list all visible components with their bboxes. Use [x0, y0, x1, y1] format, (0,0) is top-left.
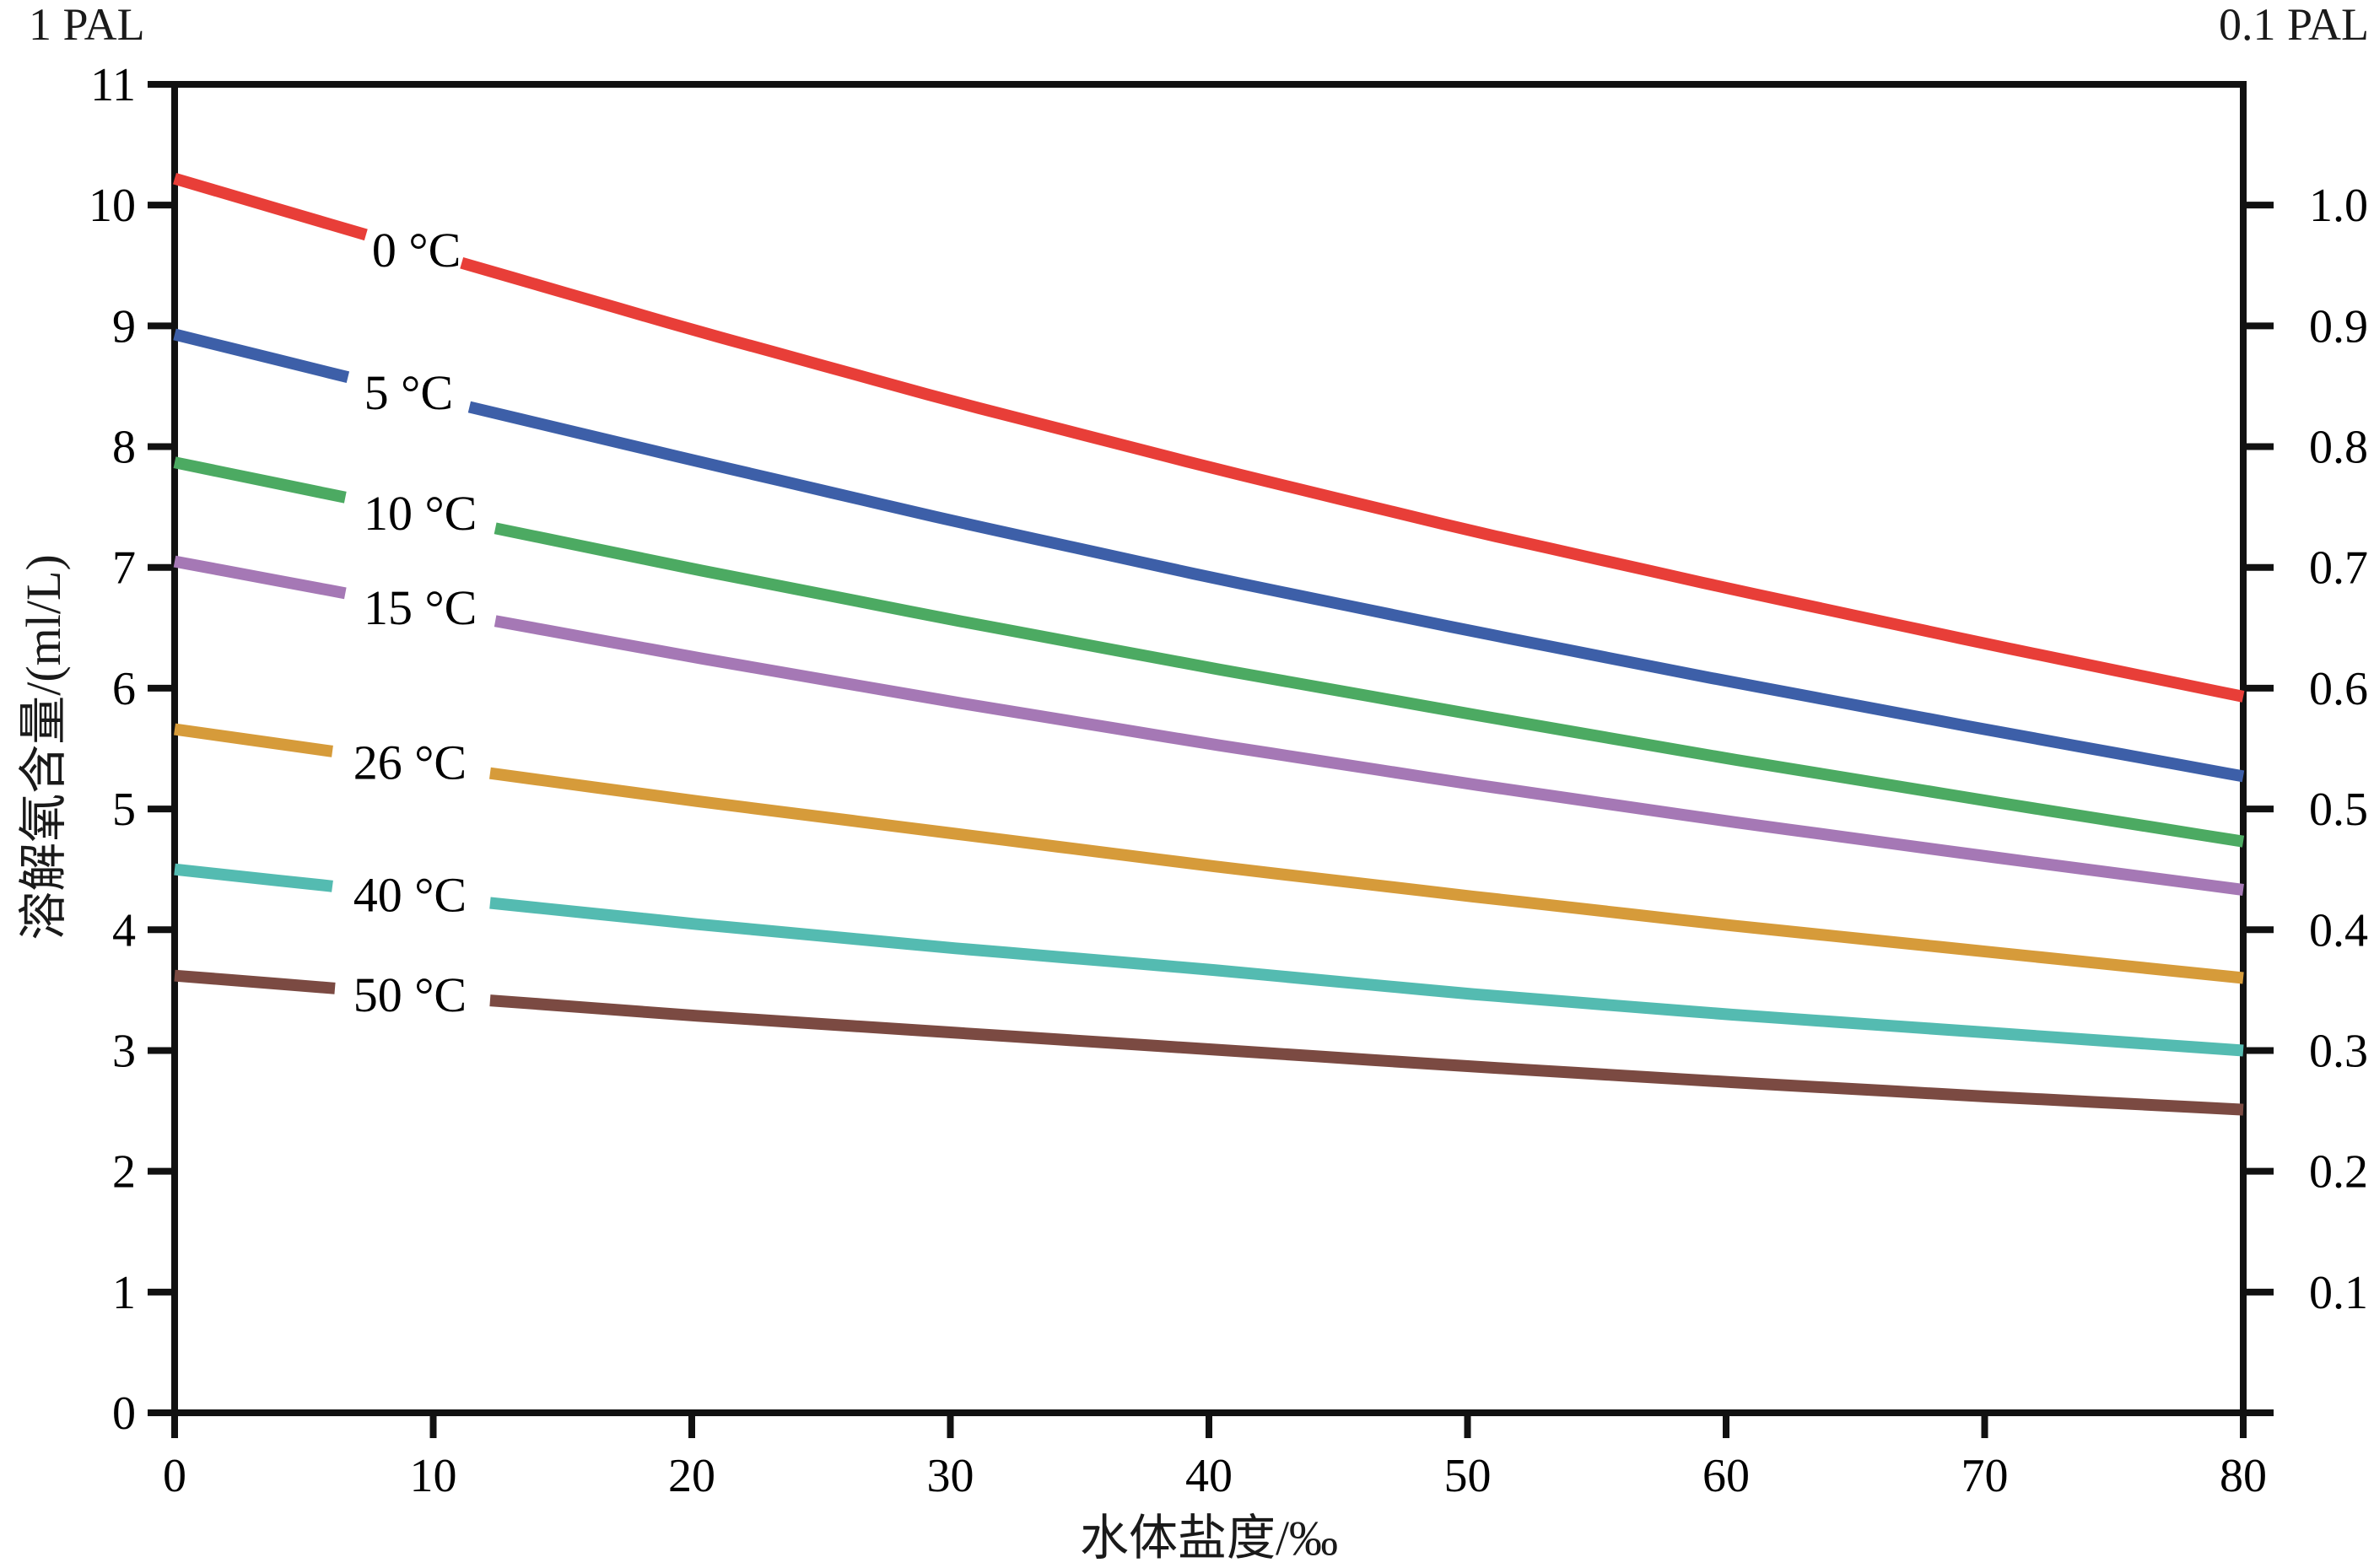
y-tick-label-right-0.5: 0.5 — [2309, 784, 2368, 836]
x-tick-label-30: 30 — [927, 1450, 974, 1502]
series-label-50C: 50 °C — [353, 967, 467, 1022]
y-tick-label-left-5: 5 — [112, 784, 136, 836]
y-tick-label-left-6: 6 — [112, 663, 136, 715]
series-label-15C: 15 °C — [364, 580, 477, 635]
series-label-0C: 0 °C — [372, 223, 461, 277]
y-tick-label-left-3: 3 — [112, 1025, 136, 1077]
y-tick-label-left-2: 2 — [112, 1146, 136, 1199]
x-tick-label-60: 60 — [1702, 1450, 1750, 1502]
series-label-40C: 40 °C — [353, 868, 467, 923]
series-line-15C-seg2 — [494, 615, 2244, 896]
y-tick-label-right-1.0: 1.0 — [2309, 180, 2368, 232]
y-tick-label-left-0: 0 — [112, 1387, 136, 1440]
y-tick-label-right-0.4: 0.4 — [2309, 904, 2368, 956]
y-tick-label-left-8: 8 — [112, 422, 136, 474]
y-tick-label-right-0.2: 0.2 — [2309, 1146, 2368, 1199]
series-line-5C-seg1 — [173, 328, 350, 383]
x-tick-label-40: 40 — [1185, 1450, 1233, 1502]
series-line-10C-seg1 — [173, 456, 347, 504]
y-tick-label-right-0.3: 0.3 — [2309, 1025, 2368, 1077]
series-line-10C-seg2 — [494, 522, 2245, 848]
x-axis-title: 水体盐度/‰ — [1079, 1511, 1339, 1565]
y-tick-label-left-7: 7 — [112, 542, 136, 595]
x-tick-label-50: 50 — [1444, 1450, 1492, 1502]
series-line-5C-seg2 — [467, 401, 2245, 783]
series-label-5C: 5 °C — [364, 365, 453, 420]
y-tick-label-left-11: 11 — [90, 59, 136, 111]
series-line-26C-seg2 — [488, 767, 2244, 984]
series-line-50C-seg1 — [174, 969, 336, 994]
x-tick-label-70: 70 — [1961, 1450, 2009, 1502]
series-line-15C-seg1 — [173, 555, 347, 600]
y-tick-label-right-0.8: 0.8 — [2309, 422, 2368, 474]
pal-left-annotation: 1 PAL — [29, 0, 145, 50]
series-line-26C-seg1 — [174, 723, 336, 757]
y-tick-label-right-0.7: 0.7 — [2309, 542, 2368, 595]
y-tick-label-left-10: 10 — [89, 180, 136, 232]
series-line-50C-seg2 — [489, 994, 2244, 1116]
x-tick-label-80: 80 — [2220, 1450, 2267, 1502]
pal-right-annotation: 0.1 PAL — [2218, 0, 2369, 50]
y-tick-label-left-9: 9 — [112, 300, 136, 353]
series-line-0C-seg1 — [173, 172, 368, 241]
series-label-26C: 26 °C — [353, 736, 467, 790]
series-line-40C-seg2 — [489, 897, 2244, 1057]
x-tick-label-10: 10 — [410, 1450, 457, 1502]
y-tick-label-right-0.6: 0.6 — [2309, 663, 2368, 715]
series-label-10C: 10 °C — [364, 486, 477, 541]
y-tick-label-right-0.1: 0.1 — [2309, 1267, 2368, 1319]
x-tick-label-0: 0 — [163, 1450, 186, 1502]
x-tick-label-20: 20 — [668, 1450, 715, 1502]
y-tick-label-left-1: 1 — [112, 1267, 136, 1319]
y-tick-label-left-4: 4 — [112, 904, 136, 956]
y-tick-label-right-0.9: 0.9 — [2309, 300, 2368, 353]
series-line-0C-seg2 — [460, 256, 2245, 703]
series-line-40C-seg1 — [174, 863, 336, 892]
